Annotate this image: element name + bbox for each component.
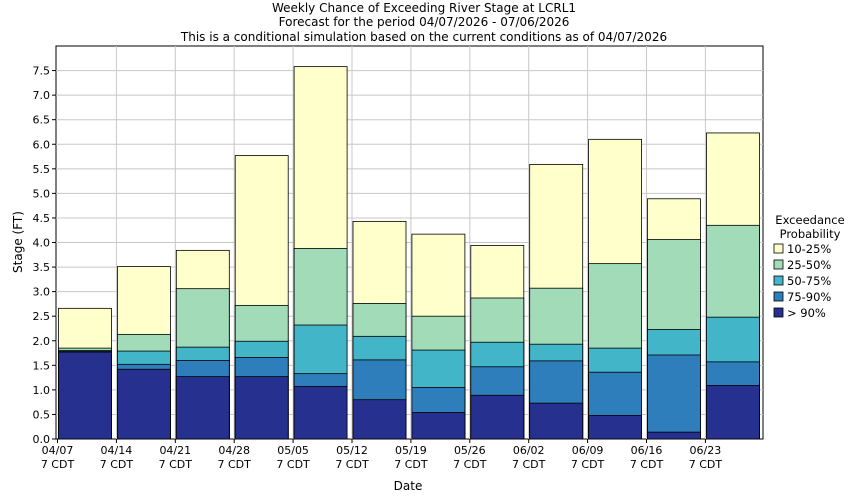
- x-tick-label: 05/05: [277, 444, 309, 457]
- bar-04-14--90-: [117, 368, 171, 440]
- x-tick-label: 04/07: [42, 444, 74, 457]
- x-tick-time-label: 7 CDT: [453, 458, 487, 471]
- y-tick-label: 5.5: [33, 163, 51, 176]
- y-axis-label: Stage (FT): [11, 211, 25, 273]
- bar-06-09--90-: [588, 415, 642, 440]
- x-tick-label: 04/14: [101, 444, 133, 457]
- y-tick-label: 1.5: [33, 359, 51, 372]
- y-tick-label: 0.0: [33, 433, 51, 446]
- legend: Exceedance Probability 10-25% 25-50% 50-75…: [773, 213, 845, 320]
- y-tick-label: 3.5: [33, 261, 51, 274]
- bar-05-19--90-: [411, 412, 466, 440]
- x-tick-time-label: 7 CDT: [218, 458, 252, 471]
- chart-subtitle-2: This is a conditional simulation based o…: [180, 30, 667, 44]
- legend-swatch: [773, 291, 784, 302]
- x-tick-label: 06/02: [513, 444, 545, 457]
- bar-06-02--90-: [529, 402, 584, 440]
- y-tick-label: 6.5: [33, 114, 51, 127]
- bars-layer: [58, 66, 760, 440]
- x-tick-time-label: 7 CDT: [512, 458, 546, 471]
- y-tick-label: 0.5: [33, 408, 51, 421]
- x-tick-time-label: 7 CDT: [689, 458, 723, 471]
- y-tick-label: 2.5: [33, 310, 51, 323]
- legend-title-1: Exceedance: [775, 213, 844, 227]
- legend-label: 50-75%: [787, 274, 831, 288]
- bar-05-05--90-: [293, 386, 348, 440]
- bar-05-26--90-: [470, 394, 525, 440]
- x-tick-label: 05/19: [395, 444, 427, 457]
- x-tick-label: 06/09: [572, 444, 604, 457]
- y-tick-label: 7.0: [33, 89, 51, 102]
- bar-05-12--90-: [352, 399, 407, 440]
- legend-swatch: [773, 259, 784, 270]
- x-axis-label: Date: [394, 479, 423, 493]
- y-tick-label: 2.0: [33, 335, 51, 348]
- legend-swatch: [773, 243, 784, 254]
- x-tick-label: 04/28: [218, 444, 250, 457]
- legend-title-2: Probability: [780, 227, 841, 241]
- legend-label: > 90%: [787, 306, 826, 320]
- x-tick-time-label: 7 CDT: [335, 458, 369, 471]
- y-tick-label: 6.0: [33, 138, 51, 151]
- bar-06-16-75-90-: [647, 354, 701, 440]
- y-tick-label: 4.5: [33, 212, 51, 225]
- bar-06-16--90-: [647, 431, 701, 440]
- x-tick-time-label: 7 CDT: [100, 458, 134, 471]
- x-tick-label: 06/23: [690, 444, 722, 457]
- chart-title: Weekly Chance of Exceeding River Stage a…: [272, 1, 576, 15]
- y-tick-label: 7.5: [33, 65, 51, 78]
- x-tick-time-label: 7 CDT: [41, 458, 75, 471]
- x-tick-label: 05/12: [336, 444, 368, 457]
- x-tick-label: 05/26: [454, 444, 486, 457]
- x-tick-label: 06/16: [631, 444, 663, 457]
- y-tick-label: 5.0: [33, 187, 51, 200]
- x-tick-time-label: 7 CDT: [159, 458, 193, 471]
- legend-label: 75-90%: [787, 290, 831, 304]
- legend-swatch: [773, 275, 784, 286]
- bar-04-07--90-: [58, 351, 112, 440]
- legend-swatch: [773, 307, 784, 318]
- y-tick-label: 3.0: [33, 286, 51, 299]
- x-tick-time-label: 7 CDT: [276, 458, 310, 471]
- axis-layer: 0.0 0.5 1.0 1.5 2.0 2.5 3.0 3.5 4.0 4.5 5.0 5.5 6.0 6…: [33, 65, 723, 471]
- grid-layer: [56, 46, 763, 439]
- chart-subtitle: Forecast for the period 04/07/2026 - 07/…: [279, 15, 570, 29]
- x-tick-label: 04/21: [159, 444, 191, 457]
- bar-04-21--90-: [175, 376, 230, 440]
- legend-label: 10-25%: [787, 242, 831, 256]
- bar-04-28--90-: [234, 376, 289, 440]
- x-tick-time-label: 7 CDT: [571, 458, 605, 471]
- legend-label: 25-50%: [787, 258, 831, 272]
- y-tick-label: 1.0: [33, 384, 51, 397]
- bar-06-23--90-: [706, 385, 760, 440]
- x-tick-time-label: 7 CDT: [630, 458, 664, 471]
- x-tick-time-label: 7 CDT: [394, 458, 428, 471]
- y-tick-label: 4.0: [33, 237, 51, 250]
